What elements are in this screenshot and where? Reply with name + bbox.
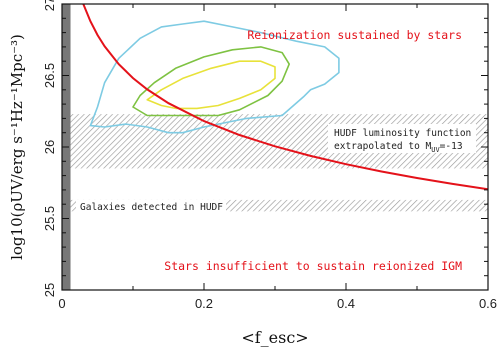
- band2-label-bg: [76, 200, 226, 213]
- band1-label-line1: HUDF luminosity function: [334, 128, 471, 139]
- hatched-band-2: [62, 199, 488, 212]
- x-tick-label: 0.4: [337, 296, 355, 311]
- band1-label-tail: =-13: [440, 141, 463, 152]
- y-tick-label: 25: [42, 283, 57, 297]
- contour-inner: [146, 60, 276, 110]
- annotation-bottom: Stars insufficient to sustain reionized …: [164, 259, 462, 273]
- x-tick-label: 0: [58, 296, 65, 311]
- likelihood-contours: [89, 20, 340, 134]
- x-tick-label: 0.6: [479, 296, 497, 311]
- axis-ticks: 0 0.2 0.4 0.6 25 25.5 26 26.5 27: [42, 0, 497, 311]
- annotation-top: Reionization sustained by stars: [247, 28, 462, 42]
- y-tick-label: 26: [42, 140, 57, 154]
- x-axis-label: <f_esc>: [241, 328, 308, 347]
- y-tick-label: 25.5: [42, 206, 57, 231]
- band1-label-line2: extrapolated to MUV=-13: [334, 141, 463, 154]
- band1-label-sub: UV: [431, 146, 440, 154]
- y-tick-label: 27: [42, 0, 57, 11]
- y-tick-label: 26.5: [42, 63, 57, 88]
- band1-label-line2-main: extrapolated to M: [334, 141, 432, 152]
- series-group: [82, 4, 488, 191]
- y-axis-label-text: log10(ρUV/erg s⁻¹Hz⁻¹Mpc⁻³): [8, 34, 26, 260]
- y-axis-label: log10(ρUV/erg s⁻¹Hz⁻¹Mpc⁻³): [8, 34, 26, 260]
- series-line-1: [82, 4, 488, 191]
- contour-outer: [89, 20, 340, 134]
- contour-middle: [132, 46, 291, 117]
- x-tick-label: 0.2: [195, 296, 213, 311]
- band1-label-bg: [328, 124, 476, 153]
- band2-label: Galaxies detected in HUDF: [80, 202, 223, 213]
